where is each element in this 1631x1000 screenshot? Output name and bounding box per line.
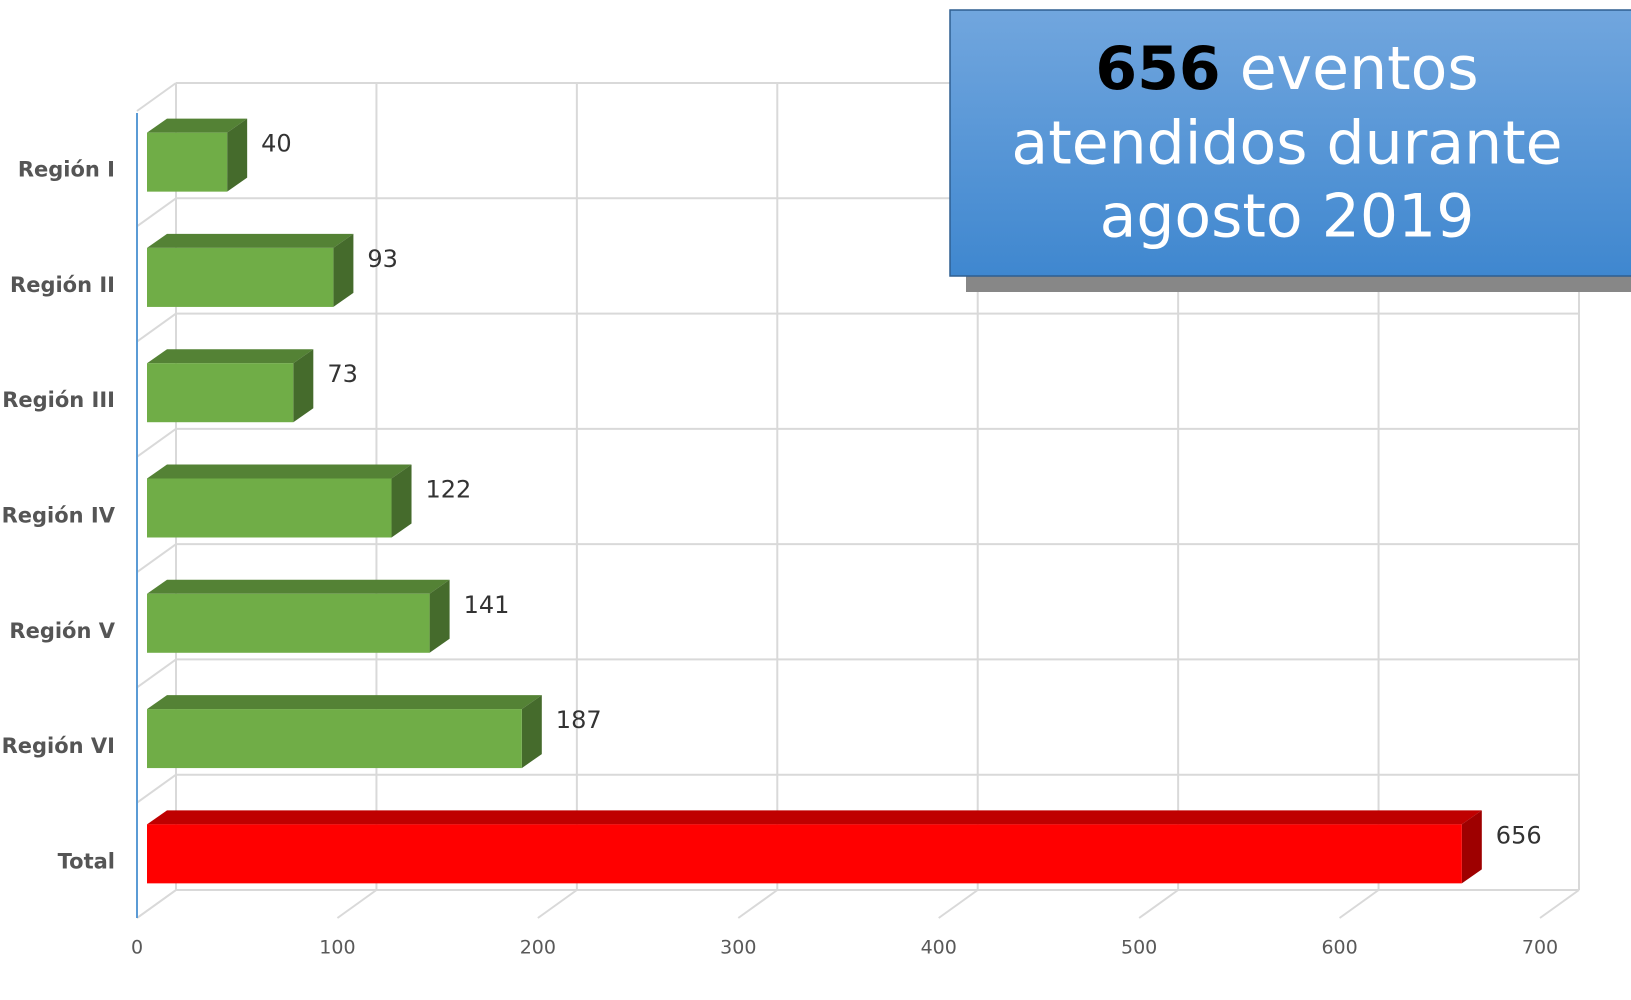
bar-top — [147, 349, 314, 364]
annotation-line: agosto 2019 — [1100, 182, 1475, 252]
floor-grid-line — [737, 889, 778, 919]
side-wall-line — [136, 197, 177, 228]
bar — [147, 478, 392, 538]
bar-side — [333, 233, 354, 307]
bar-side — [293, 349, 314, 423]
bar — [147, 709, 522, 769]
x-tick-label: 500 — [1121, 937, 1157, 959]
floor-grid-line — [1138, 889, 1179, 919]
y-tick-label: Región III — [2, 388, 115, 412]
annotation-line: 656 eventos — [1095, 34, 1478, 104]
x-tick-label: 0 — [131, 937, 143, 959]
value-label: 93 — [367, 245, 398, 273]
y-tick-label: Región IV — [2, 504, 116, 528]
bar-top — [147, 810, 1482, 825]
floor-grid-line — [136, 889, 177, 919]
bar — [147, 824, 1462, 884]
bar-top — [147, 695, 542, 710]
annotation-box: 656 eventos atendidos durante agosto 201… — [949, 9, 1631, 292]
side-wall-line — [136, 658, 177, 689]
box — [949, 9, 1631, 277]
value-label: 40 — [261, 130, 292, 158]
x-tick-label: 200 — [520, 937, 556, 959]
bar-side — [521, 695, 542, 769]
bar-top — [147, 464, 412, 479]
value-label: 656 — [1496, 821, 1542, 849]
floor-grid-line — [537, 889, 578, 919]
bar-side — [391, 464, 412, 538]
side-wall-line — [136, 428, 177, 458]
side-wall-line — [136, 773, 177, 804]
side-wall-line — [136, 82, 177, 112]
bar-top — [147, 579, 450, 594]
y-tick-label: Región V — [9, 619, 115, 643]
side-wall-line — [136, 312, 177, 343]
y-tick-label: Región II — [10, 273, 115, 297]
bar-side — [227, 118, 248, 192]
y-tick-label: Región I — [18, 158, 115, 182]
floor-grid-line — [1338, 889, 1380, 919]
floor-grid-line — [336, 889, 378, 919]
x-tick-label: 400 — [921, 937, 957, 959]
bars: 40 Región I 93 Región II 73 Región III 122 Regi… — [2, 118, 1542, 884]
x-tick-label: 100 — [319, 937, 355, 959]
bar-side — [429, 579, 450, 653]
value-label: 187 — [556, 706, 602, 734]
value-label: 122 — [426, 476, 472, 504]
bar — [147, 132, 228, 192]
value-label: 73 — [327, 360, 358, 388]
annotation-text: eventos — [1240, 34, 1479, 104]
side-wall-line — [136, 543, 177, 573]
floor-grid-line — [938, 889, 979, 919]
annotation-bold: 656 — [1095, 34, 1220, 104]
x-tick-label: 300 — [720, 937, 756, 959]
bar — [147, 363, 294, 423]
x-tick-label: 600 — [1321, 937, 1357, 959]
bar — [147, 593, 430, 653]
y-tick-label: Región VI — [2, 734, 115, 758]
annotation-line: atendidos durante — [1011, 109, 1562, 179]
bar-top — [147, 233, 354, 248]
bar-side — [1461, 810, 1482, 884]
bar — [147, 247, 334, 307]
x-tick-label: 700 — [1522, 937, 1558, 959]
value-label: 141 — [464, 591, 510, 619]
floor-grid-line — [1539, 889, 1580, 919]
y-tick-label: Total — [58, 849, 115, 873]
bar-top — [147, 118, 248, 133]
